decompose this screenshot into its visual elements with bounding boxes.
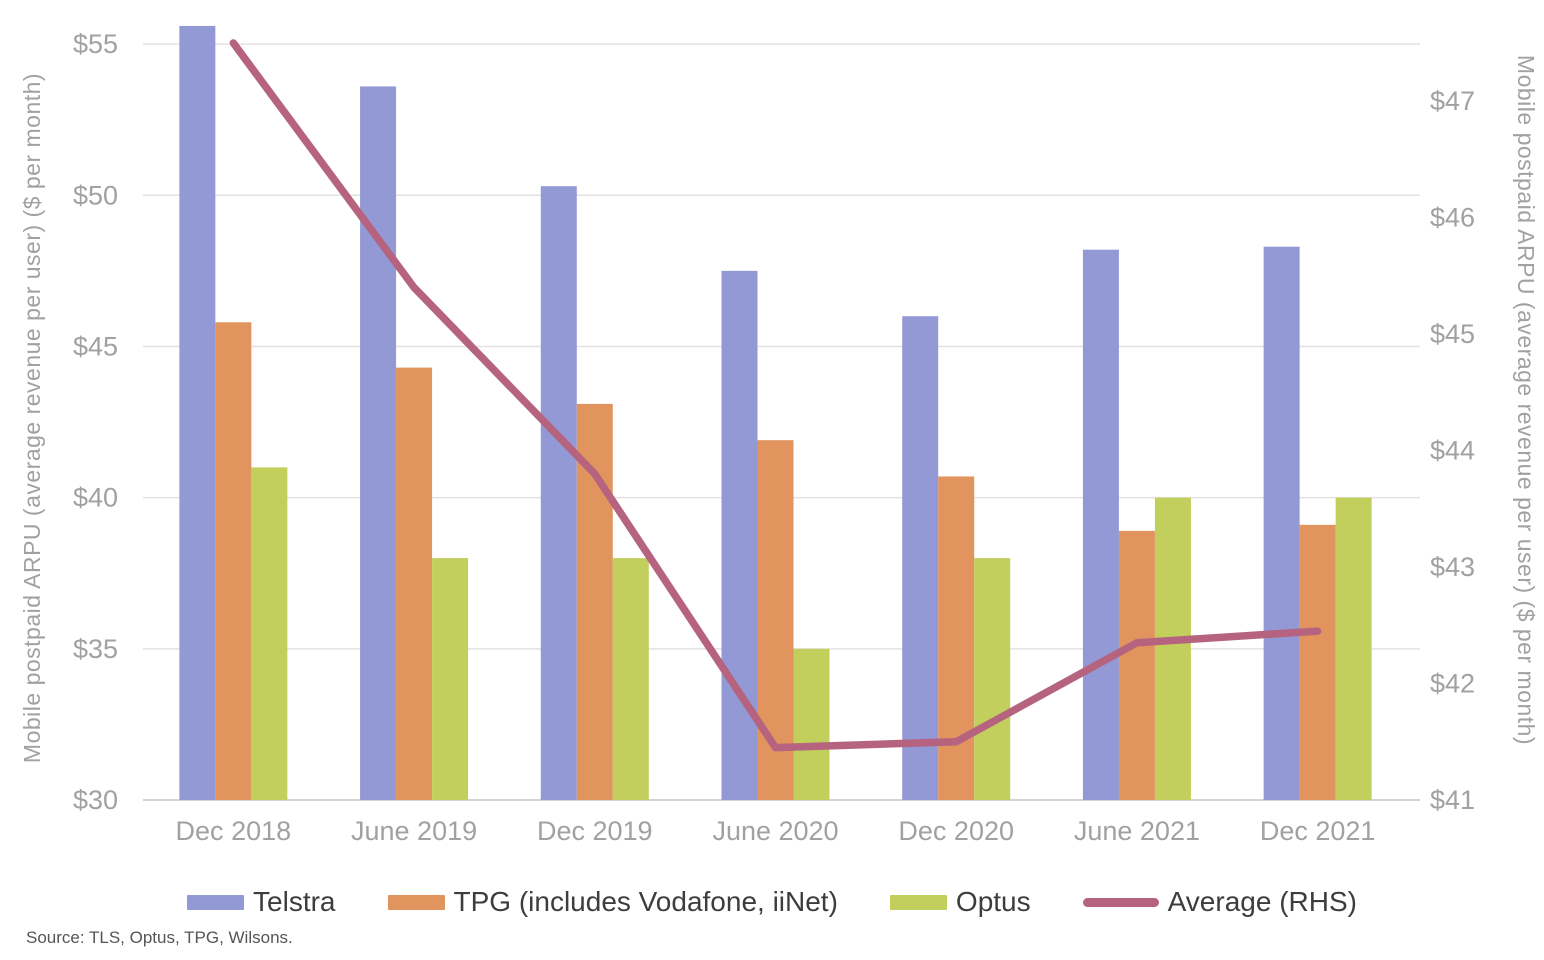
left-axis-tick-label: $30	[73, 785, 118, 815]
x-axis-category-label: June 2021	[1074, 816, 1200, 846]
left-axis-tick-label: $55	[73, 29, 118, 59]
bar-tpg-includes-vodafone-iinet-dec-2020	[938, 476, 975, 800]
x-axis-category-label: Dec 2018	[176, 816, 292, 846]
left-axis-tick-label: $45	[73, 331, 118, 361]
average-rhs-line	[229, 39, 1322, 752]
right-axis-tick-label: $45	[1430, 319, 1475, 349]
bar-optus-june-2021	[1154, 497, 1191, 800]
bar-optus-dec-2018	[251, 467, 288, 800]
x-axis-category-label: Dec 2019	[537, 816, 653, 846]
legend-swatch-tpg-includes-vodafone-iinet	[387, 894, 445, 910]
chart-legend: Telstra TPG (includes Vodafone, iiNet) Opt…	[0, 886, 1544, 918]
legend-swatch-telstra	[187, 894, 245, 910]
bar-optus-june-2020	[793, 648, 830, 800]
legend-line-swatch-average-rhs	[1082, 897, 1159, 907]
bar-optus-dec-2021	[1335, 497, 1372, 800]
legend-label: Optus	[955, 886, 1031, 917]
right-axis-tick-label: $47	[1430, 86, 1475, 116]
legend-item-tpg-includes-vodafone-iinet: TPG (includes Vodafone, iiNet)	[387, 886, 838, 918]
bar-telstra-june-2020	[721, 270, 758, 800]
bar-telstra-dec-2021	[1263, 246, 1300, 800]
bar-tpg-includes-vodafone-iinet-june-2020	[757, 440, 794, 800]
left-axis-tick-label: $35	[73, 634, 118, 664]
right-axis-tick-label: $46	[1430, 203, 1475, 233]
bar-telstra-june-2021	[1082, 249, 1119, 801]
legend-item-average-rhs: Average (RHS)	[1082, 886, 1357, 918]
legend-item-telstra: Telstra	[187, 886, 336, 918]
x-axis-category-label: June 2019	[351, 816, 477, 846]
bar-optus-dec-2020	[974, 558, 1011, 800]
left-axis-tick-label: $50	[73, 180, 118, 210]
bar-tpg-includes-vodafone-iinet-dec-2018	[215, 322, 252, 800]
legend-label: TPG (includes Vodafone, iiNet)	[453, 886, 838, 917]
x-axis-category-label: June 2020	[712, 816, 838, 846]
source-note: Source: TLS, Optus, TPG, Wilsons.	[26, 928, 293, 947]
legend-item-optus: Optus	[889, 886, 1031, 918]
legend-label: Average (RHS)	[1167, 886, 1357, 917]
right-axis-tick-label: $41	[1430, 785, 1475, 815]
bar-telstra-dec-2018	[179, 25, 216, 800]
legend-label: Telstra	[253, 886, 336, 917]
bar-telstra-dec-2019	[540, 186, 577, 801]
x-axis-category-label: Dec 2021	[1260, 816, 1376, 846]
bar-tpg-includes-vodafone-iinet-june-2021	[1118, 530, 1155, 800]
right-axis-title: Mobile postpaid ARPU (average revenue pe…	[1513, 55, 1539, 745]
bar-telstra-june-2019	[360, 86, 397, 801]
right-axis-tick-label: $43	[1430, 552, 1475, 582]
bar-optus-june-2019	[432, 558, 469, 800]
right-axis-tick-label: $44	[1430, 436, 1475, 466]
bar-optus-dec-2019	[612, 558, 649, 800]
legend-swatch-optus	[889, 894, 947, 910]
bar-tpg-includes-vodafone-iinet-june-2019	[396, 367, 433, 800]
right-axis-tick-label: $42	[1430, 669, 1475, 699]
left-axis-tick-label: $40	[73, 483, 118, 513]
left-axis-title: Mobile postpaid ARPU (average revenue pe…	[19, 73, 45, 763]
x-axis-category-label: Dec 2020	[898, 816, 1014, 846]
bar-telstra-dec-2020	[902, 316, 939, 800]
bar-tpg-includes-vodafone-iinet-dec-2021	[1299, 524, 1336, 800]
